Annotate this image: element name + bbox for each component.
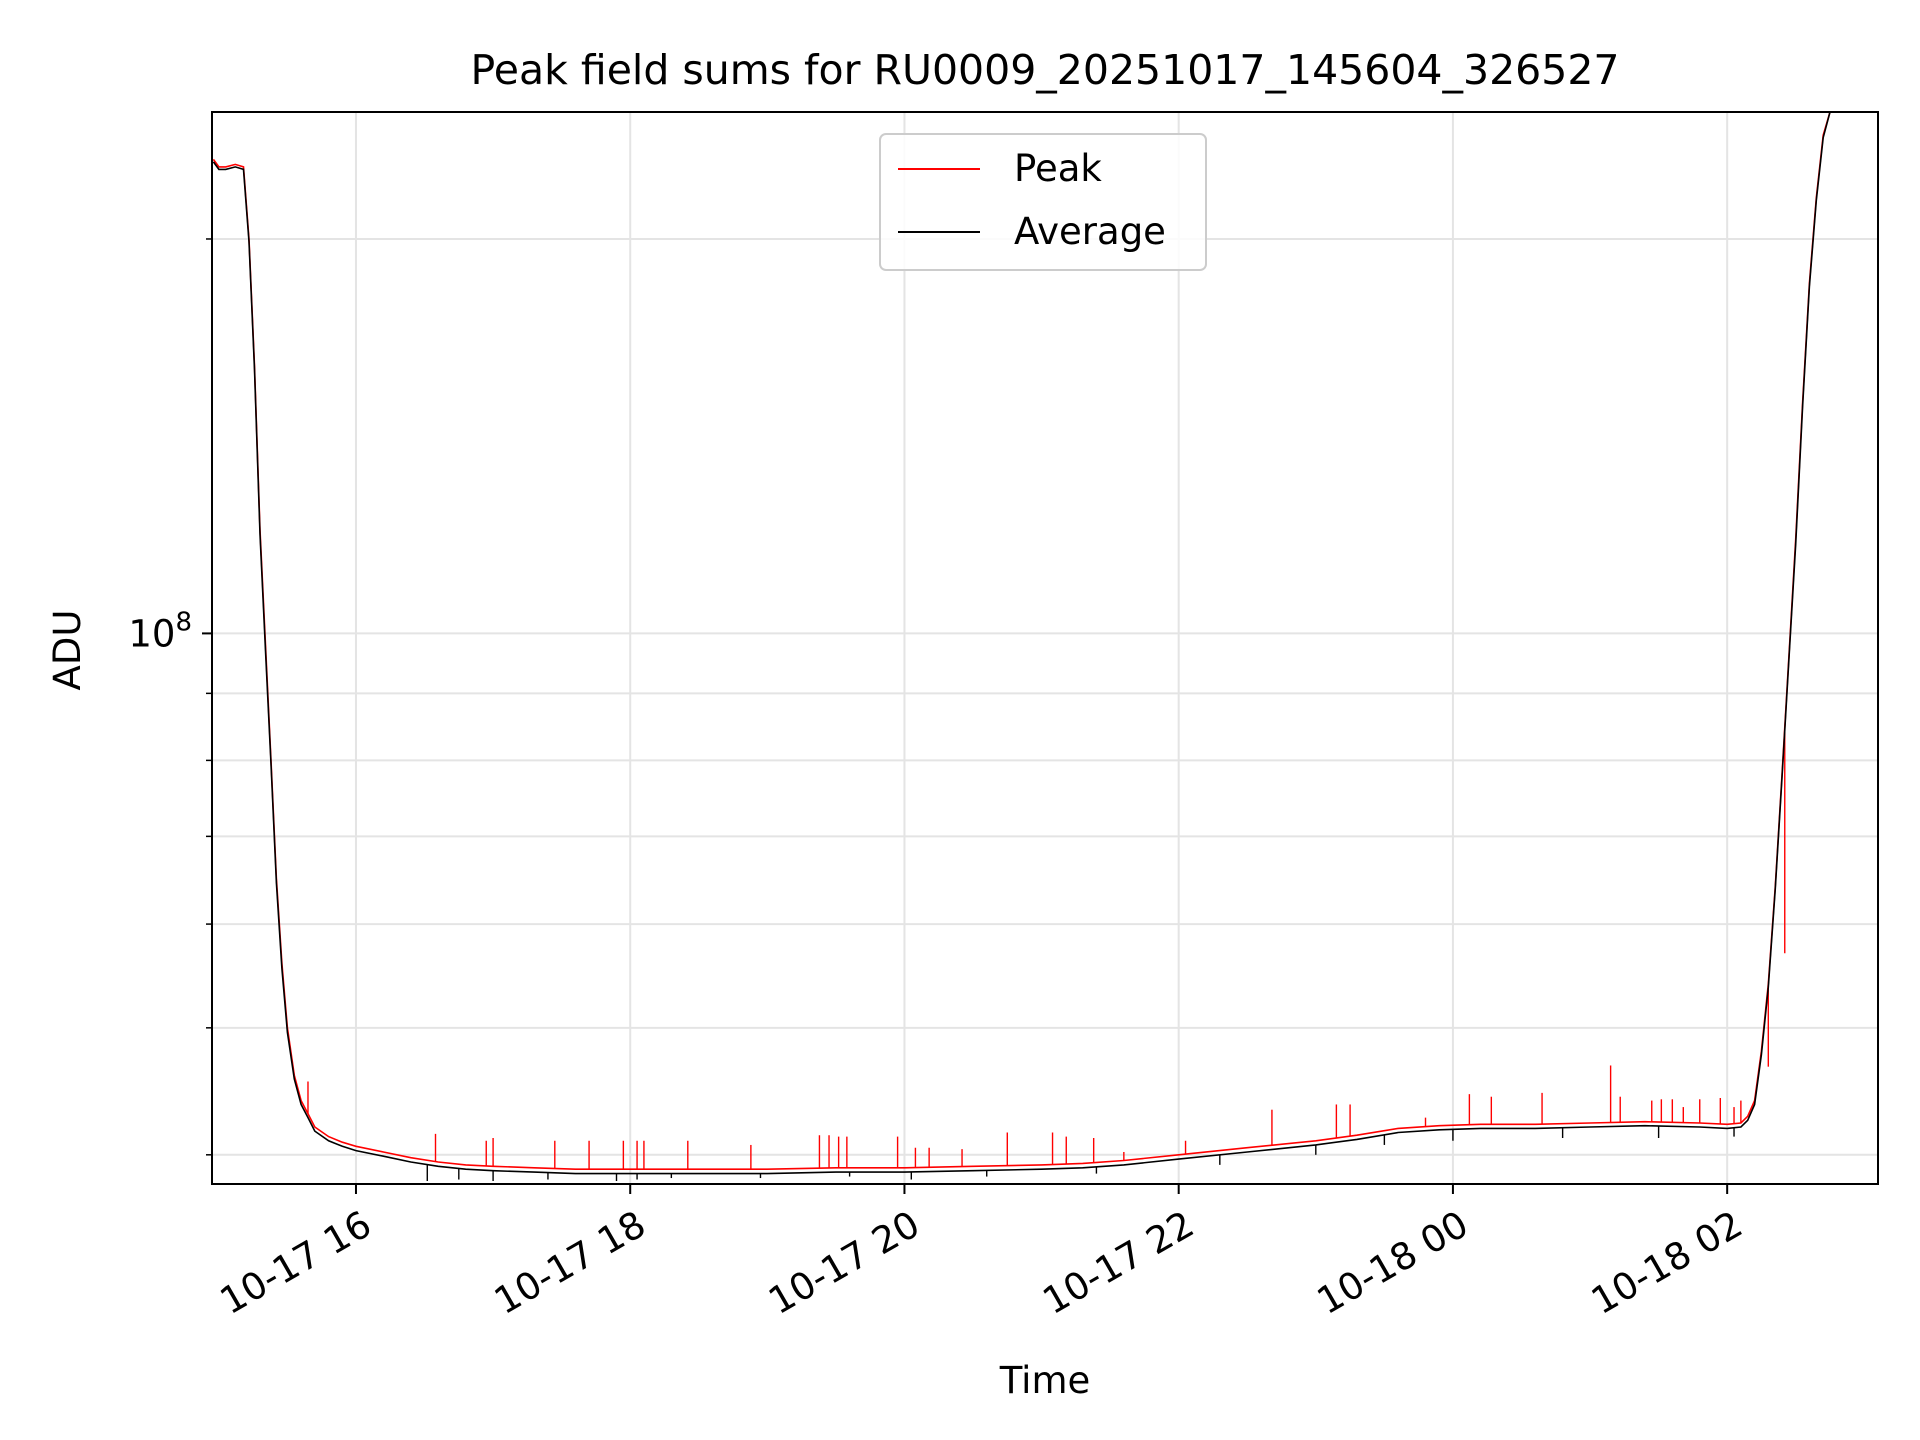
plot-frame: [211, 111, 1879, 1185]
legend-label-peak: Peak: [1014, 147, 1102, 190]
y-axis: 108: [128, 238, 212, 1156]
series-line-average: [212, 112, 1865, 1175]
series-layer: [212, 112, 1865, 1182]
y-tick-label: 108: [128, 607, 192, 655]
legend: Peak Average: [879, 133, 1207, 271]
y-tick-label-exponent: 8: [175, 607, 192, 637]
chart-title: Peak field sums for RU0009_20251017_1456…: [470, 46, 1619, 94]
x-axis-label: Time: [999, 1359, 1091, 1402]
y-axis-label: ADU: [46, 610, 89, 691]
y-tick-label-base: 10: [128, 612, 175, 655]
legend-label-average: Average: [1014, 210, 1166, 253]
